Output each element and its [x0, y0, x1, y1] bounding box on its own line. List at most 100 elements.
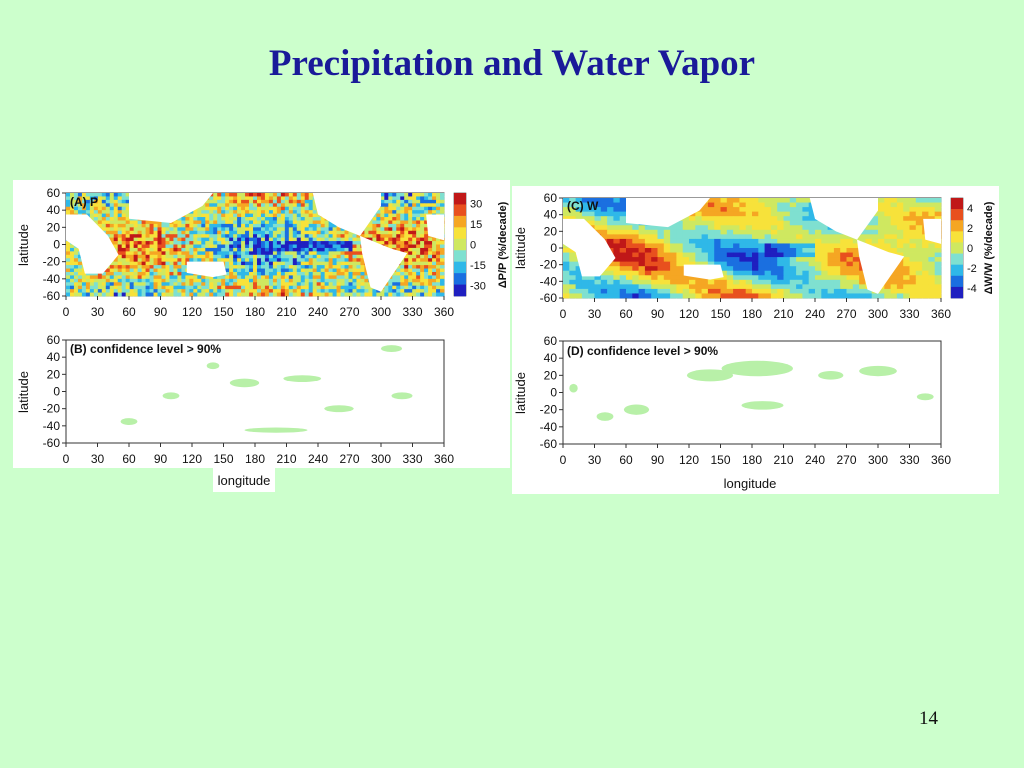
trend-cell [245, 289, 250, 293]
trend-cell [581, 275, 589, 281]
trend-cell [113, 199, 119, 204]
trend-cell [388, 217, 393, 221]
trend-cell [348, 285, 353, 290]
trend-cell [113, 217, 119, 221]
trend-cell [121, 292, 127, 297]
trend-cell [922, 288, 929, 294]
trend-cell [181, 220, 186, 225]
trend-cell [600, 216, 608, 222]
trend-cell [217, 206, 222, 211]
trend-cell [884, 243, 891, 249]
trend-cell [197, 289, 202, 293]
trend-cell [292, 193, 298, 197]
trend-cell [651, 293, 658, 299]
trend-cell [802, 243, 810, 249]
trend-cell [213, 292, 218, 297]
trend-cell [77, 275, 83, 280]
trend-cell [815, 252, 822, 258]
trend-cell [316, 237, 322, 242]
trend-cell [73, 271, 79, 276]
trend-cell [268, 227, 274, 232]
trend-cell [404, 292, 409, 297]
trend-cell [777, 216, 784, 222]
trend-cell [272, 217, 278, 221]
trend-cell [909, 238, 917, 244]
trend-cell [209, 223, 214, 228]
trend-cell [796, 234, 803, 240]
longitude-tick-label: 240 [805, 453, 825, 467]
trend-cell [416, 241, 421, 245]
trend-cell [209, 292, 214, 297]
trend-cell [177, 241, 182, 245]
trend-cell [796, 270, 803, 276]
significance-region [916, 393, 934, 401]
latitude-tick-label: 40 [47, 350, 61, 364]
trend-cell [272, 254, 278, 259]
trend-cell [356, 237, 361, 242]
trend-cell [304, 237, 310, 242]
trend-cell [205, 217, 210, 221]
trend-cell [928, 257, 936, 263]
trend-cell [758, 261, 765, 267]
trend-cell [288, 223, 294, 228]
trend-cell [758, 207, 765, 213]
trend-cell [177, 223, 182, 228]
trend-cell [173, 230, 178, 235]
trend-cell [264, 234, 270, 239]
trend-cell [440, 244, 445, 249]
panel-c-colorbar-ticks: 420-2-4 [967, 203, 977, 295]
continent-shape [857, 239, 905, 294]
trend-cell [777, 198, 784, 203]
trend-cell [626, 266, 633, 272]
trend-cell [720, 198, 728, 203]
trend-cell [392, 234, 397, 239]
trend-cell [276, 282, 282, 287]
trend-cell [288, 271, 294, 276]
trend-cell [657, 234, 665, 240]
trend-cell [133, 285, 139, 290]
trend-cell [714, 288, 721, 294]
trend-cell [388, 292, 393, 297]
trend-cell [770, 202, 778, 208]
trend-cell [109, 265, 115, 269]
trend-cell [113, 206, 119, 211]
trend-cell [720, 293, 728, 299]
trend-cell [364, 275, 369, 280]
trend-cell [308, 213, 314, 218]
trend-cell [181, 237, 186, 242]
trend-cell [352, 289, 357, 293]
trend-cell [69, 289, 75, 293]
trend-cell [300, 278, 306, 283]
trend-cell [77, 285, 83, 290]
trend-cell [638, 257, 646, 263]
trend-cell [695, 243, 702, 249]
trend-cell [253, 220, 258, 225]
trend-cell [177, 265, 182, 269]
trend-cell [695, 293, 702, 299]
trend-cell [280, 289, 286, 293]
trend-cell [428, 247, 433, 252]
trend-cell [663, 261, 671, 267]
trend-cell [260, 230, 266, 235]
trend-cell [569, 257, 576, 263]
trend-cell [903, 284, 910, 290]
trend-cell [97, 223, 103, 228]
trend-cell [241, 244, 246, 249]
trend-cell [153, 275, 158, 280]
trend-cell [249, 251, 254, 256]
trend-cell [105, 220, 111, 225]
trend-cell [600, 270, 608, 276]
trend-cell [284, 193, 290, 197]
trend-cell [340, 241, 345, 245]
trend-cell [125, 265, 131, 269]
trend-cell [808, 279, 816, 285]
trend-cell [300, 258, 306, 263]
trend-cell [113, 223, 119, 228]
trend-cell [66, 196, 71, 201]
trend-cell [241, 285, 246, 290]
trend-cell [161, 275, 166, 280]
trend-cell [288, 199, 294, 204]
trend-cell [256, 247, 262, 252]
trend-cell [97, 271, 103, 276]
